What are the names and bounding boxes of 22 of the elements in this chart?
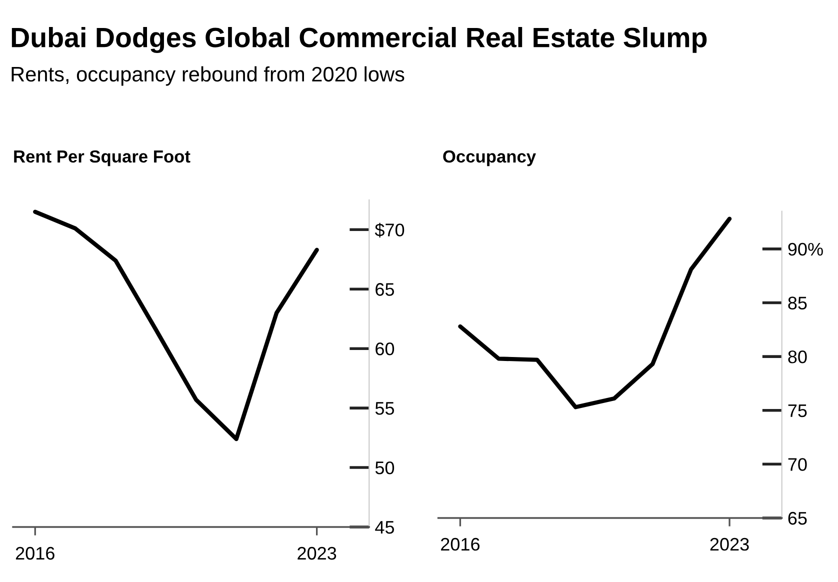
chart-title: Dubai Dodges Global Commercial Real Estate Slump bbox=[12, 26, 707, 54]
line-series bbox=[33, 210, 319, 442]
y-tick-label: 65 bbox=[788, 512, 807, 525]
y-tick-label: 45 bbox=[375, 521, 394, 534]
y-tick-label: 80 bbox=[788, 350, 807, 364]
y-tick-label: 75 bbox=[788, 404, 807, 418]
y-tick-label: 65 bbox=[376, 283, 394, 296]
x-tick-label: 2023 bbox=[298, 546, 336, 560]
y-tick-label: 60 bbox=[376, 342, 394, 356]
y-tick-label: 85 bbox=[788, 296, 807, 310]
x-tick-label: 2016 bbox=[441, 538, 480, 551]
y-tick-label: $70 bbox=[374, 222, 404, 238]
y-axis-title: Occupancy bbox=[443, 150, 536, 166]
y-tick-label: 50 bbox=[375, 461, 394, 474]
x-tick-label: 2023 bbox=[710, 538, 749, 551]
x-tick-label: 2016 bbox=[16, 546, 54, 560]
y-axis-title: Rent Per Square Foot bbox=[14, 150, 190, 166]
chart-subtitle: Rents, occupancy rebound from 2020 lows bbox=[12, 66, 404, 86]
y-tick-label: 70 bbox=[788, 458, 807, 471]
y-tick-label: 55 bbox=[375, 402, 394, 415]
line-series bbox=[458, 216, 732, 410]
y-tick-label: 90% bbox=[788, 242, 823, 256]
